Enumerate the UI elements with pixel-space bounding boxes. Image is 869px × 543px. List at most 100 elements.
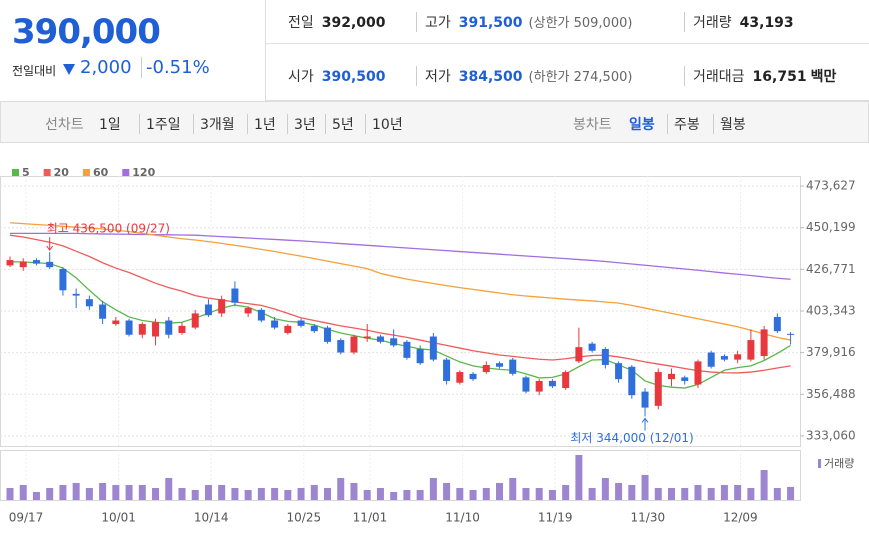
volume-bar (297, 488, 305, 500)
change-label: 전일대비 (12, 64, 57, 78)
legend-swatch (82, 169, 90, 176)
stat-label: 저가 (425, 69, 451, 85)
volume-bar (496, 483, 504, 500)
candle-body (350, 336, 358, 353)
annotation: 최저 344,000 (12/01) (570, 431, 693, 445)
legend-swatch (12, 169, 19, 176)
tab[interactable]: 1주일 (139, 114, 181, 134)
annotation-arrowhead (46, 245, 54, 251)
volume-bar (641, 475, 649, 500)
candle-body (601, 348, 609, 365)
tab[interactable]: 5년 (325, 114, 354, 134)
volume-bar (482, 488, 490, 500)
candle-body (548, 380, 556, 387)
volume-bar (310, 485, 318, 500)
stat-value: 390,500 (321, 69, 386, 85)
candle-body (509, 359, 517, 374)
volume-bar (628, 485, 636, 500)
volume-bar (363, 490, 371, 500)
candle-body (46, 261, 54, 268)
candle-body (85, 299, 93, 307)
volume-bar (112, 485, 120, 500)
tab-group-label: 봉차트 (573, 117, 612, 133)
candle-body (787, 333, 795, 335)
candle-body (773, 316, 781, 332)
legend-label: 거래량 (824, 457, 854, 470)
candle-body (535, 380, 543, 392)
volume-bar (562, 485, 570, 500)
volume-bar (257, 488, 265, 500)
volume-bar (456, 488, 464, 500)
stat-unit: 백만 (810, 69, 837, 85)
tab[interactable]: 10년 (365, 114, 403, 134)
volume-bar (244, 490, 252, 500)
ma-line (9, 222, 791, 341)
down-icon (63, 64, 75, 75)
legend-swatch (43, 169, 51, 176)
volume-bar (350, 483, 358, 500)
y-tick-label: 333,060 (806, 428, 856, 442)
volume-bar (694, 485, 702, 500)
candle-body (628, 366, 636, 396)
volume-bar (390, 492, 398, 500)
candle-body (390, 338, 398, 346)
volume-bar (668, 488, 675, 500)
candle-body (32, 260, 40, 264)
volume-bar (509, 478, 517, 500)
y-tick-label: 403,343 (806, 304, 856, 318)
volume-bar (125, 485, 133, 500)
volume-bar (376, 488, 384, 500)
volume-bar (72, 483, 80, 500)
x-tick-label: 10/25 (287, 511, 322, 525)
ma-line (9, 234, 791, 374)
volume-bar (337, 478, 345, 500)
volume-bar (773, 488, 781, 500)
x-tick-label: 09/17 (9, 511, 44, 525)
tab[interactable]: 일봉 (629, 117, 655, 133)
stat: 시가 390,500 (288, 66, 386, 86)
legend-label: 20 (54, 166, 70, 179)
tab[interactable]: 주봉 (667, 114, 700, 134)
volume-bar (403, 490, 411, 500)
volume-bar (231, 488, 239, 500)
tab[interactable]: 1일 (99, 117, 121, 133)
candle-body (641, 391, 649, 408)
candle-body (707, 352, 715, 367)
annotation: 최고 436,500 (09/27) (47, 222, 170, 236)
candle-body (429, 336, 437, 360)
volume-bar (548, 490, 556, 500)
candle-body (363, 336, 371, 339)
stat: 고가 391,500 (상한가 509,000) (416, 12, 632, 32)
volume-bar (204, 485, 212, 500)
candle-body (469, 373, 477, 380)
tab[interactable]: 3년 (287, 114, 316, 134)
candle-body (191, 313, 199, 328)
volume-bar (787, 486, 795, 500)
volume-bar (588, 488, 596, 500)
candle-body (496, 363, 504, 367)
tab[interactable]: 월봉 (713, 114, 746, 134)
volume-bar (681, 488, 689, 500)
candle-body (337, 340, 345, 353)
candle-body (734, 354, 742, 360)
volume-bar (575, 455, 583, 500)
volume-bar (654, 488, 662, 500)
volume-bar (19, 485, 27, 500)
volume-bar (32, 492, 40, 500)
tab[interactable]: 1년 (247, 114, 276, 134)
y-tick-label: 356,488 (806, 387, 856, 401)
volume-bar (601, 478, 609, 500)
y-tick-label: 450,199 (806, 220, 856, 234)
legend-swatch (818, 459, 821, 468)
stat-value: 384,500 (458, 69, 523, 85)
candle-body (760, 329, 768, 357)
candle-body (615, 363, 623, 380)
tab[interactable]: 3개월 (193, 114, 235, 134)
stat-label: 거래량 (693, 15, 732, 31)
candle-body (165, 320, 173, 335)
volume-bar (271, 488, 279, 500)
volume-bar (138, 485, 146, 500)
volume-bar (284, 490, 292, 500)
stat: 저가 384,500 (하한가 274,500) (416, 66, 632, 86)
